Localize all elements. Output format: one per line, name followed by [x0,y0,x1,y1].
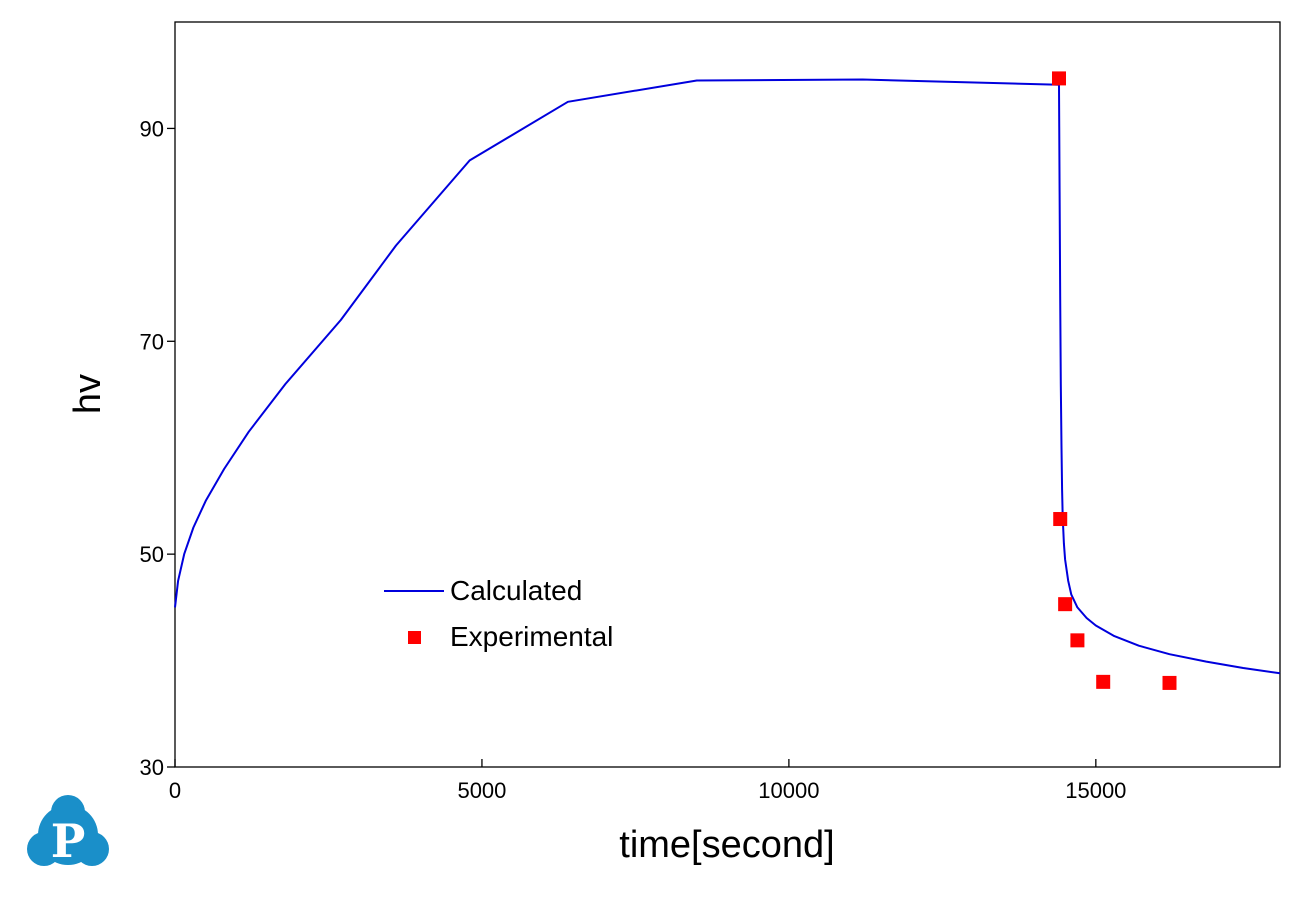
y-tick-label: 70 [140,329,164,354]
x-tick-label: 10000 [758,778,819,803]
experimental-point [1096,674,1111,689]
x-tick-label: 0 [169,778,181,803]
logo-letter: P [51,814,86,868]
x-tick-label: 5000 [457,778,506,803]
y-axis-ticks: 30 50 70 90 [140,116,175,780]
logo: P [27,795,109,868]
experimental-point [1052,71,1066,86]
experimental-point [1058,597,1073,612]
series-line-calculated [174,78,1281,675]
series-layer [174,71,1281,690]
experimental-point [1070,633,1085,648]
experimental-point [1053,512,1068,527]
y-tick-label: 90 [140,116,164,141]
y-tick-label: 30 [140,755,164,780]
legend-label-calculated: Calculated [450,575,582,606]
legend: Calculated Experimental [384,575,613,652]
x-tick-label: 15000 [1065,778,1126,803]
y-axis-title: hv [67,374,109,414]
legend-marker-swatch [408,631,421,644]
x-axis-ticks: 0 5000 10000 15000 [169,759,1126,803]
x-axis-title: time[second] [619,824,834,866]
y-tick-label: 50 [140,542,164,567]
legend-label-experimental: Experimental [450,621,613,652]
plot-frame [174,21,1281,768]
cloud-logo-icon [27,795,109,866]
experimental-point [1162,675,1177,690]
